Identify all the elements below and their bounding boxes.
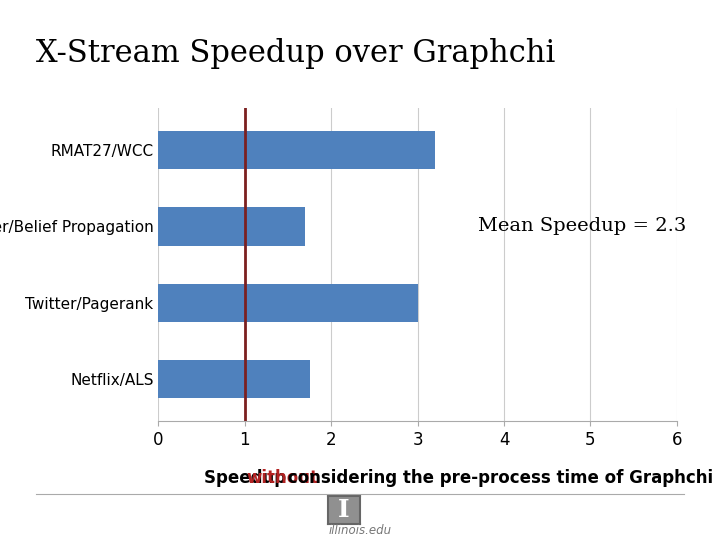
Bar: [158, 207, 305, 246]
Bar: [158, 131, 435, 169]
Bar: [158, 284, 418, 322]
Text: Mean Speedup = 2.3: Mean Speedup = 2.3: [478, 218, 686, 235]
Text: without: without: [246, 469, 318, 487]
Text: Speedup: Speedup: [204, 469, 292, 487]
Text: considering the pre-process time of Graphchi: considering the pre-process time of Grap…: [282, 469, 714, 487]
Text: X-Stream Speedup over Graphchi: X-Stream Speedup over Graphchi: [36, 38, 555, 69]
Text: I: I: [338, 498, 350, 522]
Text: illinois.edu: illinois.edu: [328, 523, 392, 537]
Bar: [158, 360, 310, 399]
